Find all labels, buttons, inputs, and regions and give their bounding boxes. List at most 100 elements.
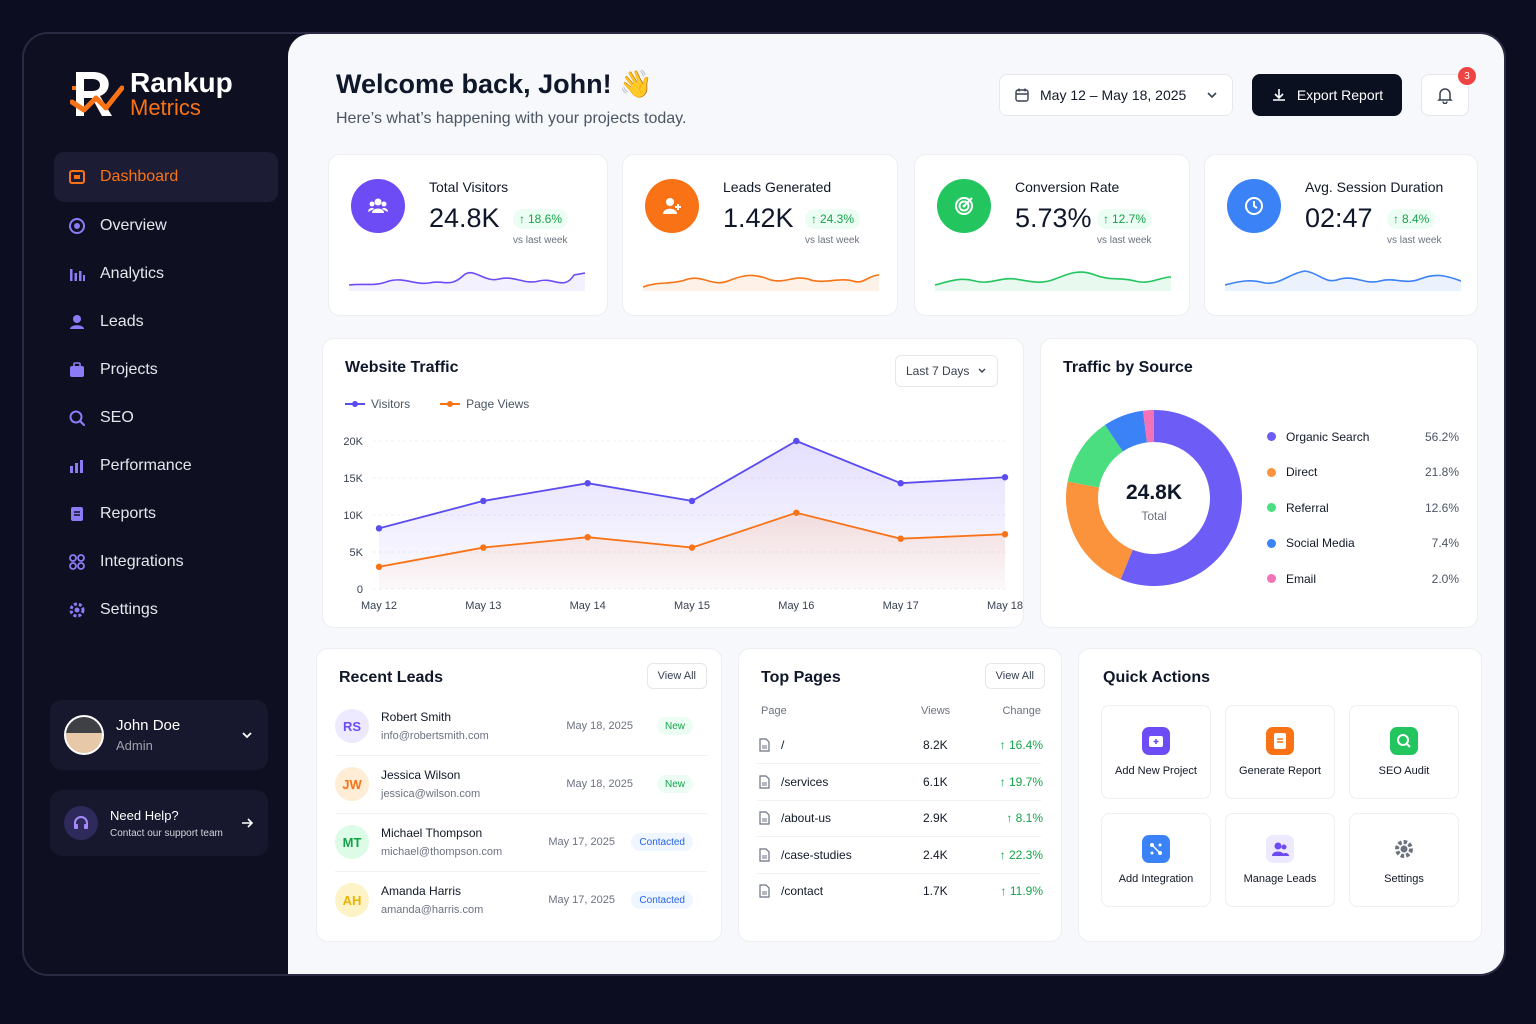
data-point-visitors[interactable] [897,479,904,487]
session-sparkline [1225,270,1461,291]
stat-card-session: Avg. Session Duration 02:47 ↑ 8.4% vs las… [1204,154,1478,316]
sidebar-item-settings[interactable]: Settings [54,586,278,634]
lead-row[interactable]: AH Amanda Harris amanda@harris.com May 1… [335,871,707,929]
page-title: Welcome back, John! 👋 [336,69,653,99]
y-tick-label: 0 [357,584,363,596]
top-page-row[interactable]: /services 6.1K ↑ 19.7% [757,764,1043,800]
quick-action-add-new-project[interactable]: Add New Project [1101,705,1211,799]
donut-slice-direct[interactable] [1066,481,1133,580]
analytics-icon [68,265,86,283]
pages-view-all-button[interactable]: View All [984,663,1045,689]
view-all-label: View All [995,670,1034,682]
visitors-sparkline [349,272,585,291]
projects-icon [68,361,86,379]
data-point-page-views[interactable] [480,544,487,551]
stat-change-value: 18.6% [528,212,563,226]
top-page-row[interactable]: /case-studies 2.4K ↑ 22.3% [757,837,1043,873]
page-views: 8.2K [923,738,948,752]
page-icon [759,884,770,898]
sidebar-item-performance[interactable]: Performance [54,442,278,490]
status-badge: Contacted [631,833,693,851]
data-point-visitors[interactable] [793,437,800,445]
data-point-visitors[interactable] [1001,474,1009,481]
quick-action-settings[interactable]: Settings [1349,813,1459,907]
data-point-page-views[interactable] [1001,531,1009,538]
lead-row[interactable]: JW Jessica Wilson jessica@wilson.com May… [335,755,707,813]
lead-date: May 18, 2025 [566,720,633,732]
legend-source-value: 56.2% [1424,429,1459,444]
legend-row: Email 2.0% [1267,561,1459,597]
data-point-visitors[interactable] [688,497,696,505]
legend-dot [1267,574,1276,584]
export-report-button[interactable]: Export Report [1252,74,1402,116]
stat-card-conversion: Conversion Rate 5.73% ↑ 12.7% vs last wee… [914,154,1190,316]
user-name: John Doe [116,717,181,734]
target-icon [937,179,991,233]
leads-view-all-button[interactable]: View All [646,663,707,689]
donut-slice-organic-search[interactable] [1120,410,1242,586]
folder-plus-icon [1142,727,1170,755]
data-point-page-views[interactable] [688,544,696,551]
top-page-row[interactable]: /about-us 2.9K ↑ 8.1% [757,800,1043,836]
donut-slice-email[interactable] [1142,410,1154,443]
legend-source-name: Referral [1286,500,1329,515]
top-page-row[interactable]: / 8.2K ↑ 16.4% [757,727,1043,763]
sidebar-item-integrations[interactable]: Integrations [54,538,278,586]
top-page-row[interactable]: /contact 1.7K ↑ 11.9% [757,873,1043,909]
data-point-visitors[interactable] [480,497,487,505]
conversion-sparkline [935,271,1171,291]
quick-action-seo-audit[interactable]: SEO Audit [1349,705,1459,799]
lead-name: Amanda Harris [381,884,462,898]
y-tick-label: 15K [343,473,363,485]
traffic-range-select[interactable]: Last 7 Days [895,355,999,387]
quick-action-add-integration[interactable]: Add Integration [1101,813,1211,907]
row-divider [757,799,1041,801]
notifications-button[interactable]: 3 [1421,67,1476,116]
lead-date: May 17, 2025 [548,836,615,848]
traffic-legend: Visitors Page Views [345,397,529,411]
sidebar-item-seo[interactable]: SEO [54,394,278,442]
quick-action-generate-report[interactable]: Generate Report [1225,705,1335,799]
donut-slice-social-media[interactable] [1104,410,1147,452]
reports-icon [68,505,86,523]
page-path: /about-us [781,811,832,825]
gear-icon [68,601,86,619]
help-card[interactable]: Need Help? Contact our support team [50,790,268,856]
sidebar-item-label: Reports [100,505,157,522]
sidebar-item-reports[interactable]: Reports [54,490,278,538]
sidebar-item-analytics[interactable]: Analytics [54,250,278,298]
data-point-visitors[interactable] [375,525,383,532]
data-point-page-views[interactable] [584,534,591,541]
legend-source-value: 21.8% [1424,465,1459,480]
quick-action-manage-leads[interactable]: Manage Leads [1225,813,1335,907]
sidebar-item-projects[interactable]: Projects [54,346,278,394]
report-icon [1266,727,1294,755]
date-range-picker[interactable]: May 12 – May 18, 2025 [999,74,1233,116]
y-tick-label: 20K [343,436,363,448]
sidebar-item-overview[interactable]: Overview [54,202,278,250]
brand-name: Rankup [130,67,233,98]
chevron-down-icon [1207,92,1217,99]
brand-logo[interactable]: Rankup Metrics [70,68,233,120]
performance-icon [68,457,86,475]
lead-row[interactable]: MT Michael Thompson michael@thompson.com… [335,813,707,871]
traffic-title: Website Traffic [345,359,459,376]
legend-row: Direct 21.8% [1267,455,1459,491]
user-menu[interactable]: John Doe Admin [50,700,268,770]
data-point-page-views[interactable] [375,563,383,570]
data-point-visitors[interactable] [584,479,591,487]
sidebar-item-leads[interactable]: Leads [54,298,278,346]
donut-slice-referral[interactable] [1067,424,1123,488]
sidebar-item-label: Leads [100,313,144,330]
quick-actions-card: Quick Actions Add New Project Generate R… [1078,648,1482,942]
lead-row[interactable]: RS Robert Smith info@robertsmith.com May… [335,697,707,755]
app-window: Rankup Metrics Dashboard Overview Analyt… [22,32,1506,976]
quick-action-label: Settings [1384,873,1424,885]
sidebar-item-dashboard[interactable]: Dashboard [54,152,278,202]
data-point-page-views[interactable] [793,509,800,516]
lead-date: May 17, 2025 [548,894,615,906]
row-divider [335,755,707,756]
data-point-page-views[interactable] [897,535,904,542]
series-area-page-views [379,512,1005,589]
page-views: 2.9K [923,811,948,825]
